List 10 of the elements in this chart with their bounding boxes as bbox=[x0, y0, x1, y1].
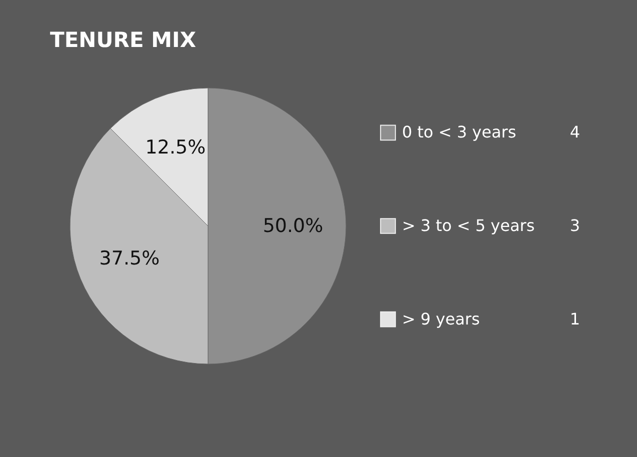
data-label: 50.0% bbox=[262, 215, 324, 237]
legend-label: 0 to < 3 years bbox=[402, 122, 516, 142]
text: 4 bbox=[570, 122, 580, 142]
legend-label: > 3 to < 5 years bbox=[402, 216, 535, 235]
chart-title: TENURE MIX bbox=[50, 28, 196, 52]
data-label: 37.5% bbox=[99, 248, 160, 270]
text: 3 bbox=[570, 216, 580, 235]
legend-label: > 9 years bbox=[402, 309, 480, 328]
data-label: 12.5% bbox=[145, 136, 206, 158]
text: 1 bbox=[570, 309, 580, 328]
